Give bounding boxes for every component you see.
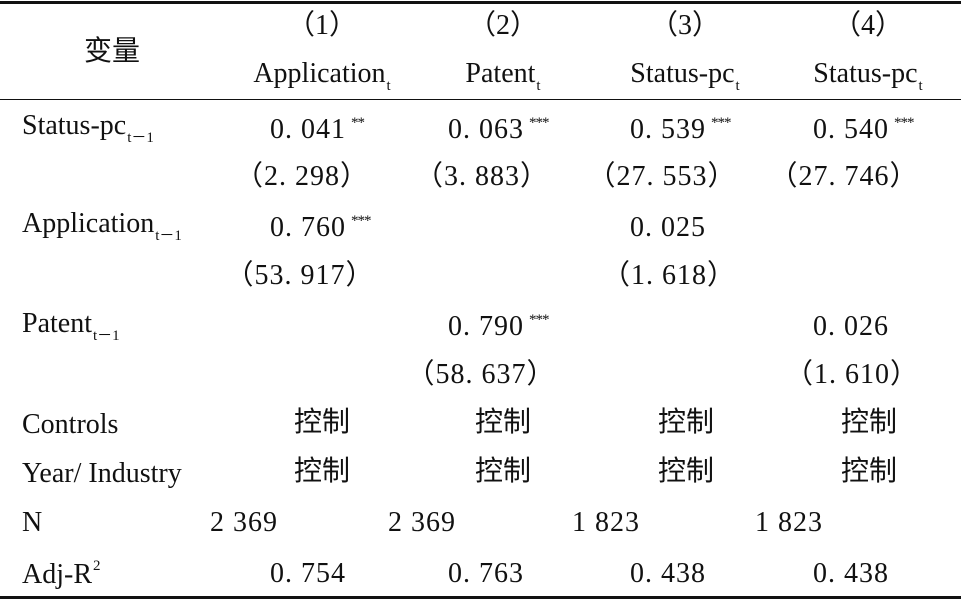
application-coef-1-value: 0. 760 [270,212,346,243]
top-rule [0,1,961,4]
status-pc-coef-2: 0. 063 *** [448,116,549,144]
adj-r2-value-4: 0. 438 [813,558,889,589]
n-value-3: 1 823 [572,507,640,538]
adj-r2-value-2: 0. 763 [448,558,524,589]
year-industry-value-4: 控制 [840,456,898,487]
patent-coef-4: 0. 026 [813,311,889,342]
column-2-subscript: t [536,78,541,94]
status-pc-coef-1-stars: ** [351,115,365,131]
status-pc-coef-1-value: 0. 041 [270,114,346,145]
status-pc-tstat-1: （2. 298） [234,161,370,192]
status-pc-coef-1: 0. 041 ** [270,114,365,145]
row-label-status-pc: Status-pct－1 [22,110,154,146]
row-label-adj-r2-superscript: 2 [93,558,100,574]
column-4-number: （4） [832,10,904,41]
application-coef-1-stars: *** [351,213,371,229]
column-2-number: （2） [467,10,539,41]
controls-value-2: 控制 [474,407,532,438]
status-pc-coef-3: 0. 539 *** [630,116,731,144]
patent-coef-2-stars: *** [529,312,549,328]
status-pc-coef-3-value: 0. 539 [630,114,706,145]
status-pc-coef-3-stars: *** [711,115,731,131]
row-label-application: Applicationt－1 [22,208,182,244]
controls-value-4: 控制 [840,407,898,438]
n-value-1: 2 369 [210,507,278,538]
controls-value-3: 控制 [657,407,715,438]
row-label-n: N [22,507,43,538]
bottom-rule [0,596,961,599]
row-label-status-pc-subscript: t－1 [127,130,154,146]
column-1-header: Applicationt [253,58,390,94]
status-pc-tstat-2: （3. 883） [414,161,550,192]
status-pc-coef-2-value: 0. 063 [448,114,524,145]
year-industry-value-1: 控制 [293,456,351,487]
application-coef-3: 0. 025 [630,212,706,243]
column-3-number: （3） [649,10,721,41]
row-label-patent-subscript: t－1 [93,328,120,344]
column-4-header: Status-pct [813,58,922,94]
n-value-4: 1 823 [755,507,823,538]
adj-r2-value-1: 0. 754 [270,558,346,589]
column-4-name: Status-pc [813,58,918,89]
status-pc-coef-4: 0. 540 *** [813,116,914,144]
application-tstat-1: （53. 917） [225,260,375,291]
row-label-adj-r2: Adj-R2 [22,558,100,590]
status-pc-tstat-4: （27. 746） [769,161,919,192]
row-label-application-name: Application [22,208,155,239]
year-industry-value-3: 控制 [657,456,715,487]
row-label-adj-r2-name: Adj-R [22,559,92,590]
n-value-2: 2 369 [388,507,456,538]
column-1-subscript: t [386,78,391,94]
status-pc-tstat-3: （27. 553） [587,161,737,192]
application-tstat-3: （1. 618） [601,260,737,291]
column-3-header: Status-pct [630,58,739,94]
column-4-subscript: t [918,78,923,94]
row-label-patent: Patentt－1 [22,308,120,344]
row-label-controls: Controls [22,409,119,440]
row-label-year-industry: Year/ Industry [22,458,182,489]
patent-tstat-2: （58. 637） [406,359,556,390]
patent-coef-2-value: 0. 790 [448,311,524,342]
row-label-application-subscript: t－1 [155,228,182,244]
year-industry-value-2: 控制 [474,456,532,487]
header-rule [0,99,961,100]
column-3-subscript: t [735,78,740,94]
application-coef-1: 0. 760 *** [270,214,371,242]
controls-value-1: 控制 [293,407,351,438]
column-1-name: Application [253,58,386,89]
adj-r2-value-3: 0. 438 [630,558,706,589]
column-1-number: （1） [286,10,358,41]
variable-header: 变量 [84,36,141,67]
row-label-patent-name: Patent [22,308,92,339]
patent-coef-2: 0. 790 *** [448,313,549,341]
column-2-name: Patent [465,58,536,89]
patent-tstat-4: （1. 610） [784,359,920,390]
status-pc-coef-2-stars: *** [529,115,549,131]
column-2-header: Patentt [465,58,540,94]
column-3-name: Status-pc [630,58,735,89]
status-pc-coef-4-stars: *** [894,115,914,131]
status-pc-coef-4-value: 0. 540 [813,114,889,145]
row-label-status-pc-name: Status-pc [22,110,127,141]
